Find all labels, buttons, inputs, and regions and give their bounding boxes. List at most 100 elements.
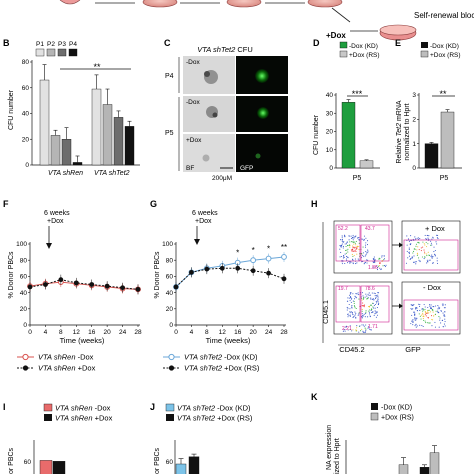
flow-H-tl-dot-0-69	[339, 256, 341, 258]
flow-H-tr-dot-0-41	[415, 261, 417, 263]
flow-H-br-dot-0-122	[432, 306, 434, 308]
flow-H-tr-dot-0-13	[425, 241, 427, 243]
flow-H-bl-dot-0-112	[351, 307, 353, 309]
flow-H-tl-dot-0-36	[347, 256, 349, 258]
flow-H-tr-dot-0-102	[418, 242, 420, 244]
flow-H-bl-dot-1-34	[344, 329, 346, 331]
annotation-arrowhead-F	[46, 243, 52, 249]
ytick-label-G-2: 40	[166, 290, 174, 297]
flow-H-tr-dot-0-123	[424, 244, 426, 246]
flow-H-bl-dot-1-13	[367, 326, 369, 328]
flow-H-tl-dot-0-132	[347, 244, 349, 246]
flow-H-tr-dot-0-1	[435, 241, 437, 243]
flow-H-tl-dot-0-146	[350, 261, 352, 263]
flow-H-br-dot-0-131	[427, 306, 429, 309]
flow-H-tr-dot-0-24	[413, 250, 415, 253]
flow-H-br-dot-0-134	[420, 314, 423, 316]
legend-label-B-3: P4	[69, 41, 77, 48]
bar-E-0	[424, 143, 439, 169]
ytick-label-G-3: 60	[166, 274, 174, 281]
legend-label-F-2: VTA shRen +Dox	[38, 364, 96, 373]
flow-H-tl-dot-0-11	[366, 262, 368, 264]
panel-letter-H: H	[311, 199, 318, 209]
flow-H-tl-dot-0-154	[362, 252, 364, 254]
flow-H-tl-dot-0-52	[339, 239, 342, 241]
flow-H-tr-dot-0-34	[421, 256, 424, 258]
flow-H-tr-dot-0-127	[426, 255, 428, 257]
flow-q2-b: 78.6	[365, 286, 375, 292]
flow-H-bl-dot-0-6	[375, 302, 378, 304]
flow-H-br-dot-0-95	[430, 315, 433, 317]
flow-H-bl-dot-0-87	[369, 315, 371, 317]
flow-H-bl-dot-0-0	[373, 304, 375, 307]
bars-E	[424, 109, 455, 169]
series-line-G-1	[175, 267, 285, 288]
flow-q1-r: 1.86	[368, 265, 378, 271]
flow-H-tr-dot-0-16	[426, 246, 428, 248]
annotation-F-2: +Dox	[47, 218, 64, 225]
flow-H-br-dot-0-125	[427, 322, 429, 324]
flow-H-bl-dot-0-158	[367, 297, 369, 299]
panel-letter-C: C	[164, 38, 171, 48]
flow-H-tl-dot-0-30	[366, 244, 369, 246]
ytick-label-G-4: 80	[166, 257, 174, 264]
flow-H-tr-dot-0-100	[415, 238, 417, 240]
flow-H-tr-dot-0-76	[424, 256, 426, 258]
flow-H-br-dot-0-54	[442, 303, 444, 305]
flow-H-bl-dot-0-101	[375, 316, 377, 318]
flow-H-bl-dot-0-106	[374, 303, 376, 306]
flow-H-tl-dot-0-78	[351, 245, 354, 247]
flow-H-tr-dot-0-50	[432, 256, 434, 258]
legend-swatch-I-2	[44, 414, 52, 421]
sig-text-E: **	[439, 89, 447, 99]
flow-H-tl-dot-1-10	[373, 258, 375, 260]
flow-H-tl-dot-0-6	[358, 236, 360, 239]
legend-swatch-B-3	[68, 48, 78, 57]
flow-H-br-dot-0-146	[427, 317, 429, 319]
legend-label-B-1: P2	[47, 41, 55, 48]
flow-H-tl-dot-0-117	[365, 237, 367, 239]
legend-marker-F-1	[22, 353, 29, 361]
legend-label-J-1: VTA shTet2 -Dox (KD)	[177, 404, 251, 413]
ytick-label-D-0: 0	[329, 165, 333, 172]
flow-H-tl-dot-1-20	[385, 264, 387, 266]
flow-H-bl-dot-0-152	[352, 314, 354, 316]
flow-H-tl-dot-0-46	[356, 247, 358, 249]
flow-H-tr-dot-0-111	[424, 253, 426, 255]
bar-J-0	[175, 463, 187, 474]
flow-H-bl-dot-0-52	[373, 307, 375, 309]
flow-H-br-dot-0-37	[422, 310, 424, 312]
flow-H-tr-dot-0-48	[423, 243, 425, 245]
group-label-B-2: VTA shTet2	[94, 170, 130, 177]
flow-H-br-dot-0-36	[435, 310, 437, 312]
flow-H-bl-dot-0-154	[352, 316, 355, 318]
panel-letter-D: D	[313, 38, 320, 48]
flow-H-bl-dot-0-110	[375, 312, 377, 314]
legend-swatch-I-1	[43, 403, 53, 412]
panel-letter-G: G	[150, 199, 157, 209]
flow-H-tr-dot-0-74	[428, 259, 430, 261]
ytick-label-E-2: 2	[412, 117, 416, 124]
flow-H-bl-dot-1-15	[364, 331, 366, 333]
flow-H-bl-dot-0-20	[355, 307, 357, 310]
flow-H-br-dot-0-48	[410, 304, 412, 306]
legend-label-G-2-ital: VTA shTet2	[184, 364, 223, 373]
panel-D: D -Dox (KD) +Dox (RS) 0 10 20 30 40 CFU numb…	[313, 38, 380, 182]
flow-H-tl-dot-0-156	[352, 239, 354, 241]
flow-H-tl-dot-1-28	[383, 265, 386, 267]
flow-H-br-dot-0-139	[411, 320, 413, 322]
flow-H-br-dot-0-94	[437, 310, 439, 312]
flow-H-tl-dot-0-76	[344, 243, 346, 245]
group-label-B-1-text: VTA shRen	[48, 170, 83, 177]
flow-H-tl-dot-0-110	[365, 251, 367, 253]
flow-H-tr-dot-0-3	[434, 254, 436, 256]
flow-H-br-dot-0-90	[422, 312, 424, 314]
flow-H-tl-dot-0-131	[356, 262, 358, 264]
flow-H-bl-dot-0-89	[354, 307, 356, 309]
flow-H-bl-dot-0-80	[348, 297, 350, 299]
flow-H-bl-dot-1-21	[343, 329, 345, 331]
legend-swatch-J-1	[165, 403, 175, 412]
point-G-1-1	[189, 269, 194, 275]
bar-B-2-1	[113, 117, 124, 166]
legend-label-F-2-rest: +Dox	[76, 364, 96, 373]
